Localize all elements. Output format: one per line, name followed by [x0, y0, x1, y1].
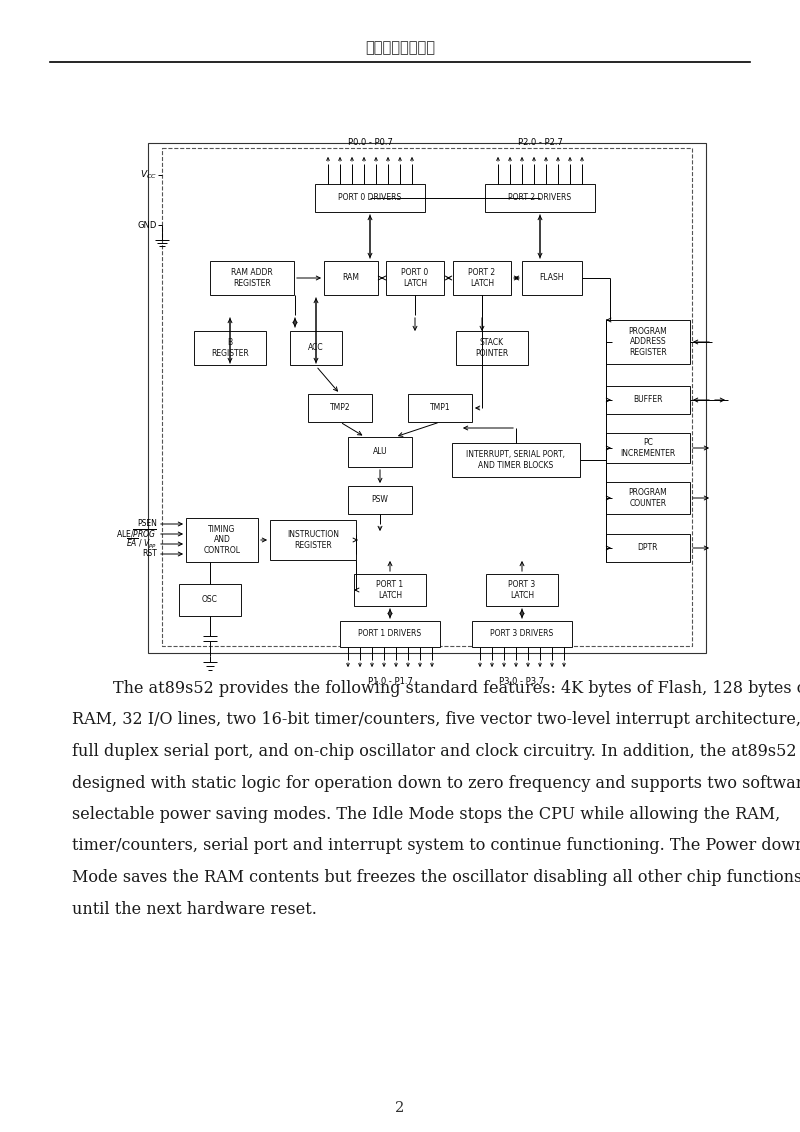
- Bar: [148, 143, 706, 653]
- Text: ACC: ACC: [308, 343, 324, 352]
- Bar: [456, 331, 528, 365]
- Text: PROGRAM
COUNTER: PROGRAM COUNTER: [629, 488, 667, 508]
- Bar: [452, 443, 580, 477]
- Bar: [386, 261, 444, 295]
- Bar: [348, 486, 412, 514]
- Text: PORT 3 DRIVERS: PORT 3 DRIVERS: [490, 629, 554, 638]
- Text: PORT 0
LATCH: PORT 0 LATCH: [402, 268, 429, 288]
- Text: RAM: RAM: [342, 274, 359, 283]
- Text: $\overline{EA}$ / $V_{PP}$: $\overline{EA}$ / $V_{PP}$: [126, 537, 157, 551]
- Bar: [606, 534, 690, 561]
- Text: Mode saves the RAM contents but freezes the oscillator disabling all other chip : Mode saves the RAM contents but freezes …: [72, 869, 800, 886]
- Text: PORT 1
LATCH: PORT 1 LATCH: [377, 580, 403, 600]
- Text: PORT 2 DRIVERS: PORT 2 DRIVERS: [509, 194, 571, 203]
- Text: STACK
POINTER: STACK POINTER: [475, 338, 509, 358]
- Text: P2.0 - P2.7: P2.0 - P2.7: [518, 138, 562, 147]
- Text: PC
INCREMENTER: PC INCREMENTER: [620, 438, 676, 457]
- Bar: [194, 331, 266, 365]
- Bar: [308, 394, 372, 422]
- Text: selectable power saving modes. The Idle Mode stops the CPU while allowing the RA: selectable power saving modes. The Idle …: [72, 806, 780, 823]
- Text: P3.0 - P3.7: P3.0 - P3.7: [499, 677, 545, 686]
- Text: timer/counters, serial port and interrupt system to continue functioning. The Po: timer/counters, serial port and interrup…: [72, 838, 800, 855]
- Text: BUFFER: BUFFER: [634, 395, 662, 404]
- Text: B
REGISTER: B REGISTER: [211, 338, 249, 358]
- Text: PORT 2
LATCH: PORT 2 LATCH: [469, 268, 495, 288]
- Text: TMP2: TMP2: [330, 403, 350, 412]
- Text: INTERRUPT, SERIAL PORT,
AND TIMER BLOCKS: INTERRUPT, SERIAL PORT, AND TIMER BLOCKS: [466, 451, 566, 470]
- Bar: [162, 148, 692, 646]
- Text: PORT 3
LATCH: PORT 3 LATCH: [508, 580, 536, 600]
- Text: TIMING
AND
CONTROL: TIMING AND CONTROL: [203, 525, 241, 556]
- Bar: [606, 482, 690, 514]
- Text: ALU: ALU: [373, 447, 387, 456]
- Text: The at89s52 provides the following standard features: 4K bytes of Flash, 128 byt: The at89s52 provides the following stand…: [72, 680, 800, 697]
- Bar: [486, 574, 558, 606]
- Text: 2: 2: [395, 1101, 405, 1115]
- Text: TMP1: TMP1: [430, 403, 450, 412]
- Bar: [290, 331, 342, 365]
- Text: GND: GND: [138, 221, 157, 230]
- Bar: [270, 520, 356, 560]
- Bar: [340, 621, 440, 648]
- Bar: [324, 261, 378, 295]
- Text: FLASH: FLASH: [540, 274, 564, 283]
- Bar: [315, 185, 425, 212]
- Text: PORT 1 DRIVERS: PORT 1 DRIVERS: [358, 629, 422, 638]
- Text: RST: RST: [142, 549, 157, 558]
- Text: RAM, 32 I/O lines, two 16-bit timer/counters, five vector two-level interrupt ar: RAM, 32 I/O lines, two 16-bit timer/coun…: [72, 712, 800, 729]
- Text: OSC: OSC: [202, 595, 218, 604]
- Text: until the next hardware reset.: until the next hardware reset.: [72, 900, 317, 918]
- Bar: [485, 185, 595, 212]
- Bar: [408, 394, 472, 422]
- Text: PSW: PSW: [371, 496, 389, 505]
- Bar: [522, 261, 582, 295]
- Bar: [606, 386, 690, 414]
- Bar: [210, 261, 294, 295]
- Text: PSEN: PSEN: [137, 520, 157, 529]
- Text: DPTR: DPTR: [638, 543, 658, 552]
- Bar: [348, 437, 412, 468]
- Text: PORT 0 DRIVERS: PORT 0 DRIVERS: [338, 194, 402, 203]
- Text: P0.0 - P0.7: P0.0 - P0.7: [347, 138, 393, 147]
- Text: designed with static logic for operation down to zero frequency and supports two: designed with static logic for operation…: [72, 774, 800, 791]
- Text: PROGRAM
ADDRESS
REGISTER: PROGRAM ADDRESS REGISTER: [629, 327, 667, 358]
- Text: $V_{CC}$: $V_{CC}$: [140, 169, 157, 181]
- Bar: [179, 584, 241, 616]
- Text: P1.0 - P1.7: P1.0 - P1.7: [367, 677, 413, 686]
- Bar: [606, 434, 690, 463]
- Text: RAM ADDR
REGISTER: RAM ADDR REGISTER: [231, 268, 273, 288]
- Text: INSTRUCTION
REGISTER: INSTRUCTION REGISTER: [287, 530, 339, 550]
- Bar: [354, 574, 426, 606]
- Bar: [472, 621, 572, 648]
- Text: 英文文献（原文）: 英文文献（原文）: [365, 41, 435, 55]
- Bar: [186, 518, 258, 561]
- Bar: [606, 320, 690, 365]
- Text: full duplex serial port, and on-chip oscillator and clock circuitry. In addition: full duplex serial port, and on-chip osc…: [72, 743, 800, 760]
- Text: ALE/$\overline{PROG}$: ALE/$\overline{PROG}$: [116, 528, 157, 540]
- Bar: [453, 261, 511, 295]
